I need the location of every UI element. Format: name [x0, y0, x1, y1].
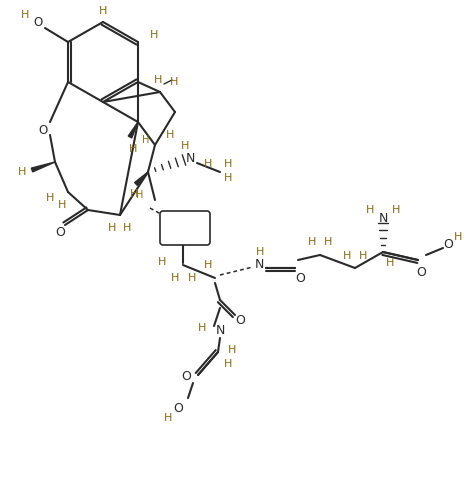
Polygon shape [128, 122, 138, 138]
Text: O: O [55, 226, 65, 240]
Text: H: H [150, 30, 158, 40]
Text: S: S [173, 223, 181, 236]
Text: H: H [454, 232, 462, 242]
Polygon shape [32, 162, 55, 172]
Text: H: H [228, 345, 236, 355]
Text: H: H [224, 359, 232, 369]
Text: H: H [392, 205, 400, 215]
Text: N: N [215, 323, 225, 337]
Text: H: H [366, 205, 374, 215]
Text: H: H [166, 130, 174, 140]
Text: H: H [18, 167, 26, 177]
Text: H: H [142, 135, 150, 145]
Text: H: H [99, 6, 107, 16]
Text: H: H [170, 77, 178, 87]
Text: O: O [416, 265, 426, 279]
Text: H: H [171, 273, 179, 283]
FancyBboxPatch shape [160, 211, 210, 245]
Text: H: H [386, 258, 394, 268]
Text: O: O [33, 17, 42, 30]
Text: H: H [308, 237, 316, 247]
Text: Abs: Abs [184, 225, 200, 233]
Text: H: H [46, 193, 54, 203]
Text: O: O [181, 371, 191, 383]
Text: O: O [235, 314, 245, 326]
Text: H: H [188, 273, 196, 283]
Text: H: H [130, 189, 138, 199]
Text: H: H [108, 223, 116, 233]
Text: H: H [224, 159, 232, 169]
Text: N: N [185, 151, 195, 165]
Text: H: H [204, 260, 212, 270]
Text: H: H [129, 144, 137, 154]
Text: H: H [204, 159, 212, 169]
Polygon shape [135, 172, 148, 186]
Text: H: H [21, 10, 29, 20]
Text: O: O [443, 239, 453, 251]
Text: H: H [123, 223, 131, 233]
Text: H: H [324, 237, 332, 247]
Text: O: O [38, 124, 48, 136]
Text: H: H [154, 75, 162, 85]
Text: H: H [343, 251, 351, 261]
Text: H: H [198, 323, 206, 333]
Text: O: O [295, 271, 305, 284]
Text: H: H [136, 190, 144, 200]
Text: H: H [58, 200, 66, 210]
Text: N: N [378, 211, 388, 225]
Text: H: H [224, 173, 232, 183]
Text: O: O [173, 401, 183, 414]
Text: H: H [256, 247, 264, 257]
Text: H: H [164, 413, 172, 423]
Text: N: N [254, 258, 264, 270]
Text: H: H [181, 141, 189, 151]
Text: H: H [158, 257, 166, 267]
Text: H: H [359, 251, 367, 261]
